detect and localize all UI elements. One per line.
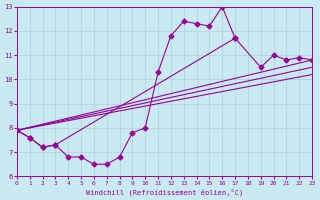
X-axis label: Windchill (Refroidissement éolien,°C): Windchill (Refroidissement éolien,°C) xyxy=(86,188,243,196)
